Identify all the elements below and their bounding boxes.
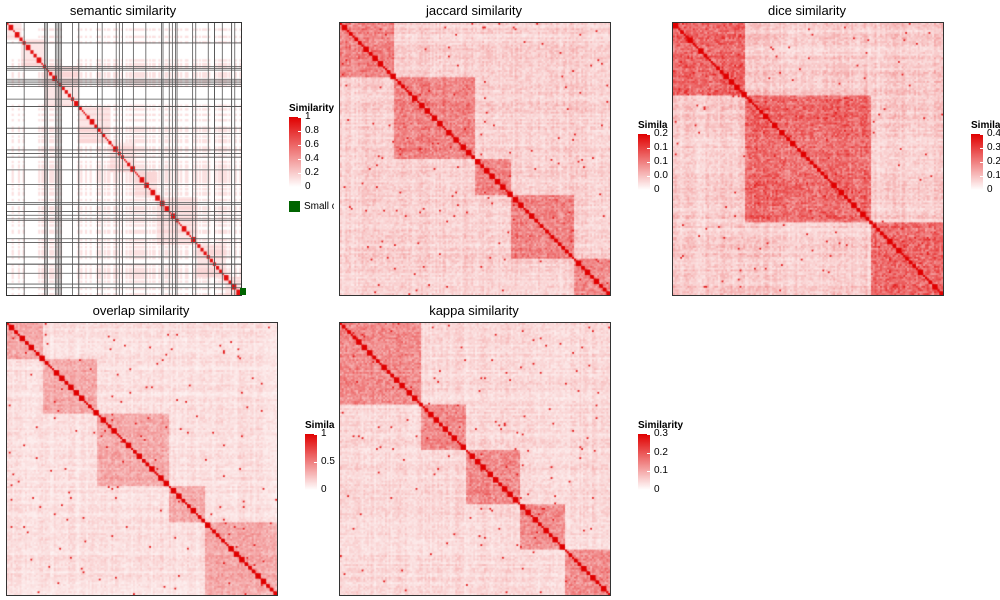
legend-tick-label: 0 <box>321 484 327 495</box>
kappa-heatmap <box>339 322 611 596</box>
legend-title: Similarity <box>638 420 684 431</box>
semantic-legend: Similarity 1 0.8 0.6 0.4 0.2 0 Small clusters <box>289 103 334 215</box>
legend-tick-label: 0 <box>305 181 311 192</box>
jaccard-legend: Similarity 0.2 0.15 0.1 0.05 0 <box>638 120 668 200</box>
legend-tick-mark <box>314 462 317 463</box>
legend-tick-mark <box>647 134 650 135</box>
legend-tick-mark <box>647 452 650 454</box>
legend-color-bar <box>305 434 317 490</box>
legend-tick-label: 0 <box>987 184 993 195</box>
legend-tick-label: 0.2 <box>654 446 668 458</box>
legend-tick-mark <box>980 148 983 149</box>
jaccard-heatmap <box>339 22 611 296</box>
legend-tick-label: 0.8 <box>305 125 319 136</box>
small-clusters-label: Small clusters <box>304 201 334 212</box>
dice-title: dice similarity <box>767 3 846 18</box>
dice-legend: Similarity 0.4 0.3 0.2 0.1 0 <box>971 120 1000 200</box>
legend-tick-mark <box>647 471 650 473</box>
legend-title: Similarity <box>638 120 668 131</box>
legend-tick-label: 0.1 <box>654 465 668 477</box>
legend-title: Similarity <box>305 420 335 431</box>
legend-tick-mark <box>980 190 983 191</box>
legend-title: Similarity <box>289 103 334 114</box>
legend-tick-mark <box>647 490 650 491</box>
legend-tick-label: 0.1 <box>654 156 668 167</box>
kappa-title: kappa similarity <box>429 303 519 318</box>
overlap-legend: Similarity 1 0.5 0 <box>305 420 335 500</box>
legend-tick-label: 0.4 <box>305 153 319 164</box>
legend-tick-mark <box>298 173 301 174</box>
legend-tick-label: 1 <box>305 111 311 122</box>
legend-tick-label: 0.3 <box>987 142 1000 153</box>
small-clusters-swatch <box>289 201 300 212</box>
legend-tick-label: 0.2 <box>987 156 1000 167</box>
kappa-legend: Similarity 0.3 0.2 0.1 0 <box>638 420 698 500</box>
semantic-title: semantic similarity <box>69 3 177 18</box>
legend-tick-mark <box>298 117 301 118</box>
legend-tick-mark <box>647 434 650 435</box>
legend-tick-mark <box>298 159 301 160</box>
legend-tick-label: 0.5 <box>321 456 335 467</box>
legend-tick-label: 0.2 <box>305 167 319 178</box>
dice-heatmap <box>672 22 944 296</box>
legend-color-bar <box>638 434 650 490</box>
legend-tick-label: 0.15 <box>654 142 668 153</box>
legend-tick-label: 0.1 <box>987 170 1000 181</box>
legend-tick-mark <box>314 490 317 491</box>
legend-tick-label: 0.05 <box>654 170 668 181</box>
legend-tick-mark <box>647 162 650 163</box>
small-clusters-marker <box>240 288 246 295</box>
legend-tick-label: 0.3 <box>654 428 668 439</box>
legend-tick-mark <box>647 176 650 177</box>
legend-tick-mark <box>980 134 983 135</box>
legend-tick-mark <box>298 131 301 132</box>
legend-tick-label: 0 <box>654 484 660 495</box>
legend-tick-mark <box>298 145 301 146</box>
legend-tick-mark <box>980 176 983 177</box>
overlap-heatmap <box>6 322 278 596</box>
legend-tick-mark <box>980 162 983 163</box>
legend-tick-label: 0.4 <box>987 128 1000 139</box>
legend-tick-label: 1 <box>321 428 327 439</box>
legend-tick-label: 0 <box>654 184 660 195</box>
semantic-heatmap <box>6 22 242 296</box>
legend-tick-mark <box>314 434 317 435</box>
legend-tick-label: 0.6 <box>305 139 319 150</box>
legend-tick-mark <box>647 190 650 191</box>
legend-color-bar <box>289 117 301 187</box>
overlap-title: overlap similarity <box>92 303 190 318</box>
legend-title: Similarity <box>971 120 1000 131</box>
legend-tick-mark <box>298 187 301 188</box>
legend-tick-label: 0.2 <box>654 128 668 139</box>
legend-tick-mark <box>647 148 650 149</box>
jaccard-title: jaccard similarity <box>425 3 523 18</box>
